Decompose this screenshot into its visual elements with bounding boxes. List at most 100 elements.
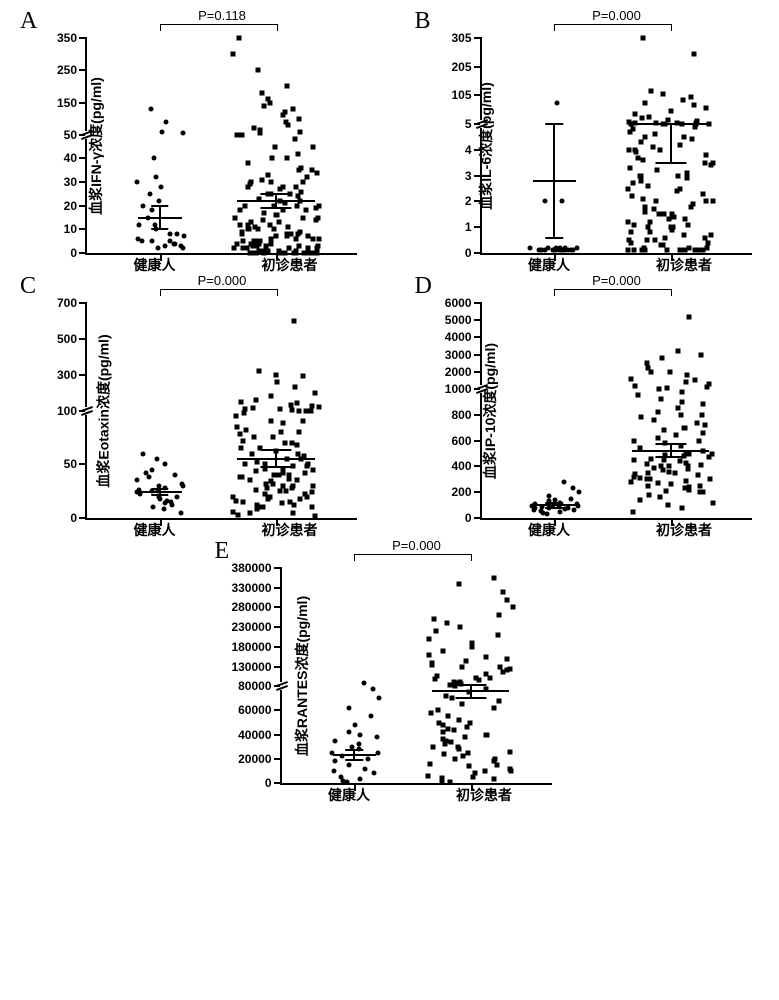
chart-area: 血浆RANTES浓度(pg/ml)02000040000600008000013…: [280, 568, 552, 785]
data-point: [703, 423, 708, 428]
panel-letter: C: [20, 273, 36, 300]
p-value-text: P=0.000: [592, 8, 641, 23]
error-cap: [260, 449, 291, 451]
data-point: [626, 238, 631, 243]
data-point: [310, 505, 315, 510]
data-point: [426, 652, 431, 657]
y-tick-label: 100: [57, 404, 77, 418]
error-bar: [275, 450, 277, 467]
data-point: [675, 406, 680, 411]
data-point: [637, 497, 642, 502]
data-point: [179, 243, 184, 248]
data-point: [285, 84, 290, 89]
data-point: [234, 498, 239, 503]
data-point: [689, 137, 694, 142]
x-tick: [671, 253, 673, 261]
p-value-bracket: [354, 554, 472, 561]
y-tick-label: 0: [265, 776, 272, 790]
data-point: [696, 473, 701, 478]
data-point: [702, 235, 707, 240]
data-point: [660, 243, 665, 248]
data-point: [662, 235, 667, 240]
x-category-label: 初诊患者: [222, 520, 357, 540]
error-cap: [260, 207, 291, 209]
data-point: [460, 702, 465, 707]
data-point: [492, 756, 497, 761]
data-point: [248, 510, 253, 515]
data-point: [295, 451, 300, 456]
data-point: [646, 470, 651, 475]
error-cap: [346, 749, 363, 751]
data-point: [269, 419, 274, 424]
data-point: [269, 394, 274, 399]
y-tick-label: 4000: [445, 330, 472, 344]
x-category-label: 初诊患者: [617, 255, 752, 275]
data-point: [301, 374, 306, 379]
data-point: [261, 103, 266, 108]
y-tick: [79, 69, 87, 71]
y-tick: [474, 465, 482, 467]
data-point: [662, 212, 667, 217]
data-point: [632, 111, 637, 116]
data-point: [262, 210, 267, 215]
y-tick-label: 4: [465, 143, 472, 157]
data-point: [365, 756, 370, 761]
data-point: [287, 499, 292, 504]
data-point: [269, 156, 274, 161]
data-point: [448, 779, 453, 784]
data-point: [315, 215, 320, 220]
data-point: [632, 248, 637, 253]
data-point: [692, 103, 697, 108]
y-tick: [79, 181, 87, 183]
data-point: [658, 397, 663, 402]
data-point: [656, 481, 661, 486]
data-point: [296, 194, 301, 199]
error-cap: [151, 488, 168, 490]
data-point: [153, 222, 158, 227]
data-point: [239, 132, 244, 137]
data-point: [312, 513, 317, 518]
error-cap: [655, 123, 686, 125]
data-point: [369, 714, 374, 719]
data-point: [492, 777, 497, 782]
data-point: [266, 248, 271, 253]
y-tick-label: 130000: [231, 660, 271, 674]
x-category-label: 初诊患者: [222, 255, 357, 275]
data-point: [554, 245, 559, 250]
data-point: [676, 173, 681, 178]
data-point: [682, 217, 687, 222]
data-point: [312, 390, 317, 395]
data-point: [289, 440, 294, 445]
data-point: [232, 215, 237, 220]
data-point: [304, 175, 309, 180]
y-tick-label: 800: [451, 408, 471, 422]
data-point: [241, 239, 246, 244]
chart-area: 血浆Eotaxin浓度(pg/ml)050100300500700健康人初诊患者…: [85, 303, 357, 520]
data-point: [445, 621, 450, 626]
data-point: [153, 175, 158, 180]
data-point: [628, 479, 633, 484]
data-point: [270, 435, 275, 440]
error-cap: [346, 759, 363, 761]
data-point: [174, 494, 179, 499]
chart-area: 血浆IL-6浓度(pg/ml)012345105205305健康人初诊患者P=0…: [480, 38, 752, 255]
data-point: [240, 229, 245, 234]
y-tick-label: 40: [64, 151, 77, 165]
y-tick-label: 2: [465, 194, 472, 208]
y-tick-label: 280000: [231, 600, 271, 614]
data-point: [294, 236, 299, 241]
data-point: [316, 203, 321, 208]
p-value-bracket: [554, 289, 672, 296]
data-point: [428, 710, 433, 715]
data-point: [678, 459, 683, 464]
data-point: [172, 473, 177, 478]
data-point: [643, 204, 648, 209]
data-point: [680, 399, 685, 404]
x-category-label: 健康人: [87, 255, 222, 275]
data-point: [465, 725, 470, 730]
data-point: [445, 714, 450, 719]
y-tick-label: 50: [64, 457, 77, 471]
data-point: [546, 245, 551, 250]
data-point: [631, 127, 636, 132]
data-point: [572, 508, 577, 513]
